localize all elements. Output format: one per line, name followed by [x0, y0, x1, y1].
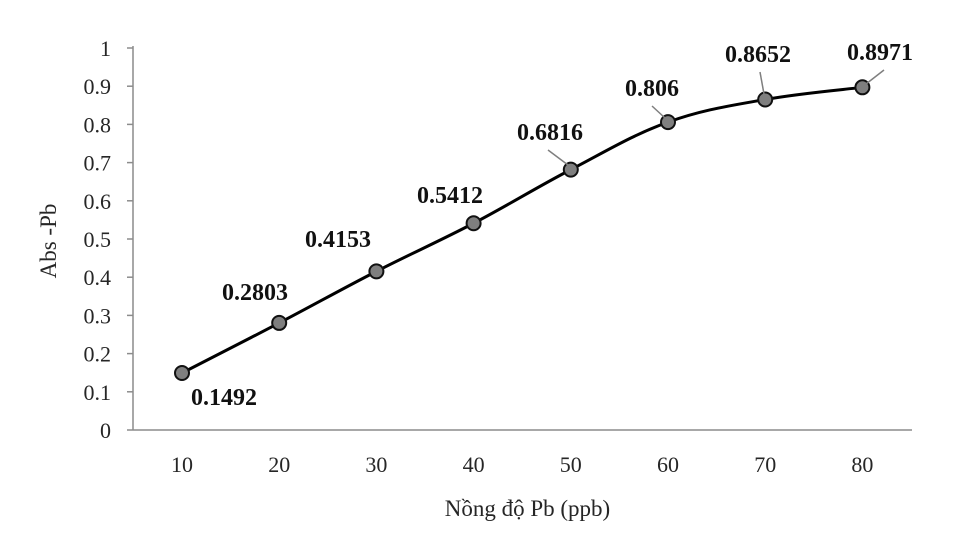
data-label: 0.8971 — [847, 40, 913, 66]
x-tick-label: 30 — [365, 452, 387, 477]
y-axis-title: Abs -Pb — [36, 204, 61, 279]
data-point — [465, 215, 482, 232]
data-point — [660, 114, 676, 131]
y-tick-label: 0.5 — [84, 227, 112, 252]
data-label: 0.8652 — [725, 42, 791, 68]
series-line — [181, 85, 863, 375]
data-label: 0.5412 — [417, 183, 483, 209]
data-point — [562, 161, 579, 178]
x-tick-label: 80 — [851, 452, 873, 477]
data-label-leader — [865, 69, 885, 85]
y-tick-label: 0.4 — [84, 265, 112, 290]
y-tick-label: 0 — [100, 418, 111, 443]
data-label: 0.1492 — [191, 385, 257, 411]
x-axis-title: Nồng độ Pb (ppb) — [445, 496, 610, 521]
data-point — [368, 263, 385, 280]
data-label: 0.4153 — [305, 227, 371, 253]
data-point — [174, 365, 190, 382]
y-tick-label: 0.8 — [84, 112, 112, 137]
y-tick-label: 1 — [100, 36, 111, 61]
data-label: 0.6816 — [517, 120, 583, 146]
y-tick-label: 0.1 — [84, 380, 112, 405]
data-labels: 0.1492 0.2803 0.4153 0.5412 0.6816 0.806 0.865… — [191, 40, 913, 411]
series-plot — [174, 79, 871, 382]
x-tick-label: 60 — [657, 452, 679, 477]
data-label-leader — [651, 105, 666, 119]
data-label-leader — [759, 71, 765, 95]
data-label: 0.2803 — [222, 280, 288, 306]
y-tick-label: 0.6 — [84, 189, 112, 214]
y-axis: 0 0.1 0.2 0.3 0.4 0.5 0.6 0.7 0.8 0.9 1 — [84, 36, 134, 443]
x-tick-label: 20 — [268, 452, 290, 477]
y-tick-label: 0.7 — [84, 151, 112, 176]
data-label: 0.806 — [625, 76, 679, 102]
x-axis: 10 20 30 40 50 60 70 80 — [133, 429, 912, 477]
y-tick-label: 0.2 — [84, 342, 112, 367]
data-point — [757, 91, 774, 108]
x-tick-label: 10 — [171, 452, 193, 477]
x-tick-label: 40 — [463, 452, 485, 477]
y-tick-label: 0.3 — [84, 303, 112, 328]
data-label-leader — [547, 149, 569, 166]
y-tick-label: 0.9 — [84, 74, 112, 99]
data-point — [271, 314, 288, 331]
x-tick-label: 70 — [754, 452, 776, 477]
x-tick-label: 50 — [560, 452, 582, 477]
